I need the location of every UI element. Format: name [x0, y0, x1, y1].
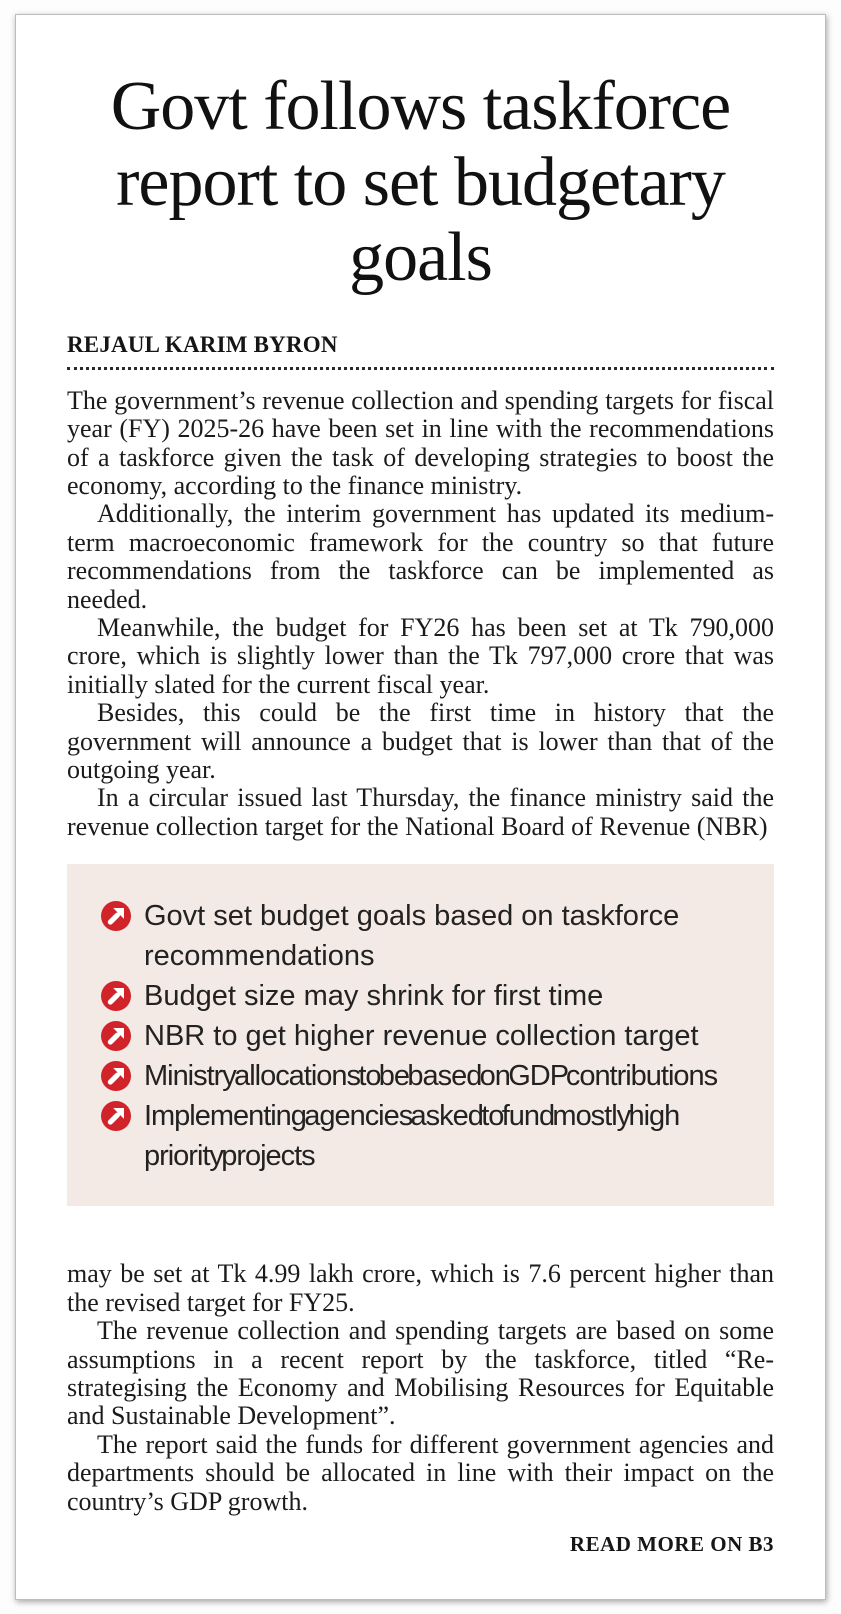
paragraph: The government’s revenue collection and …: [67, 385, 774, 500]
paragraph: may be set at Tk 4.99 lakh crore, which …: [67, 1259, 774, 1317]
paragraph: The revenue collection and spending targ…: [67, 1316, 774, 1431]
key-point-item: Ministry allocations to be based on GDP …: [101, 1056, 752, 1096]
read-more-note: READ MORE ON B3: [67, 1532, 774, 1557]
key-point-text: Govt set budget goals based on taskforce…: [144, 900, 680, 973]
article-body-top: The government’s revenue collection and …: [67, 385, 774, 842]
arrow-up-right-icon: [101, 1021, 131, 1052]
key-points-box: Govt set budget goals based on taskforce…: [67, 864, 774, 1207]
arrow-up-right-icon: [101, 981, 131, 1012]
key-point-item: Implementing agencies asked to fund most…: [101, 1096, 752, 1176]
paragraph: Besides, this could be the first time in…: [67, 698, 774, 785]
key-point-item: Budget size may shrink for first time: [101, 976, 752, 1016]
article-page: Govt follows taskforce report to set bud…: [15, 14, 826, 1600]
key-point-text: NBR to get higher revenue collection tar…: [144, 1020, 699, 1053]
key-point-text: Budget size may shrink for first time: [144, 980, 604, 1013]
paragraph: Additionally, the interim government has…: [67, 499, 774, 614]
article-headline: Govt follows taskforce report to set bud…: [110, 68, 732, 297]
paragraph: In a circular issued last Thursday, the …: [67, 783, 774, 841]
arrow-up-right-icon: [101, 901, 131, 932]
read-more-link[interactable]: READ MORE ON B3: [569, 1531, 774, 1556]
article-body-bottom: may be set at Tk 4.99 lakh crore, which …: [67, 1260, 774, 1516]
key-point-item: Govt set budget goals based on taskforce…: [101, 896, 752, 976]
arrow-up-right-icon: [101, 1101, 131, 1132]
paragraph: Meanwhile, the budget for FY26 has been …: [67, 613, 774, 699]
paragraph: The report said the funds for different …: [67, 1429, 774, 1516]
arrow-up-right-icon: [101, 1061, 131, 1092]
article-byline: REJAUL KARIM BYRON: [67, 331, 338, 357]
byline-divider: [67, 366, 774, 370]
key-point-text: Implementing agencies asked to fund most…: [144, 1100, 680, 1173]
key-point-item: NBR to get higher revenue collection tar…: [101, 1016, 752, 1056]
key-point-text: Ministry allocations to be based on GDP …: [144, 1060, 718, 1093]
